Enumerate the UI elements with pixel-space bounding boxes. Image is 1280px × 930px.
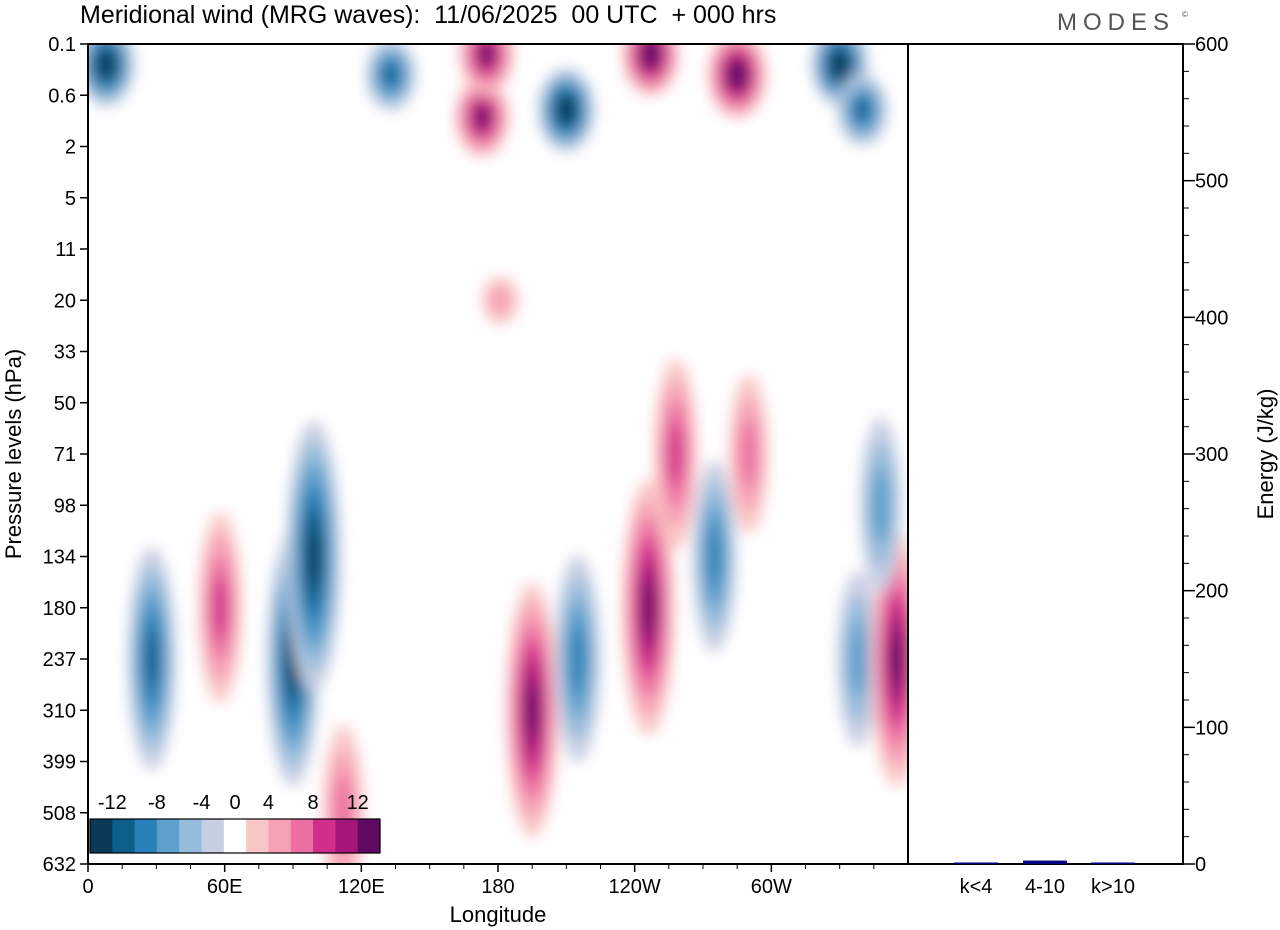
y-tick-label-98: 98: [54, 495, 76, 517]
colorbar-swatch-9: [290, 819, 314, 853]
y-tick-label-134: 134: [43, 547, 76, 569]
wind-anomaly-22-level-12: [890, 629, 903, 689]
energy-tick-label-600: 600: [1195, 34, 1228, 56]
wind-anomaly-11-level-14: [560, 101, 573, 119]
wind-anomaly-8-level-12: [480, 45, 493, 64]
y-tick-label-71: 71: [54, 444, 76, 466]
y-tick-label-310: 310: [43, 700, 76, 722]
wind-anomaly-20-level-10: [855, 100, 870, 120]
wind-anomaly-15-level-8: [668, 422, 683, 486]
y-tick-label-399: 399: [43, 752, 76, 774]
heatmap-area: [88, 44, 908, 864]
y-tick-label-20: 20: [54, 290, 76, 312]
wind-anomaly-6-level-10: [384, 64, 398, 85]
energy-category-label-4-10: 4-10: [1025, 876, 1065, 898]
wind-anomaly-19-level-14: [833, 56, 846, 73]
colorbar-swatch-5: [201, 819, 225, 853]
energy-tick-label-500: 500: [1195, 171, 1228, 193]
colorbar-swatch-8: [268, 819, 292, 853]
wind-anomaly-9-level-4: [489, 285, 512, 315]
colorbar-swatch-4: [179, 819, 203, 853]
energy-bar-k<4: [954, 862, 998, 864]
colorbar-label--4: -4: [193, 792, 211, 814]
colorbar-swatch-0: [90, 819, 113, 853]
wind-anomaly-1-level-10: [145, 628, 159, 690]
wind-anomaly-13-level-12: [642, 578, 655, 638]
wind-anomaly-16-level-14: [731, 65, 744, 84]
colorbar-swatch-3: [156, 819, 180, 853]
copyright-icon: ©: [1182, 10, 1188, 19]
chart-title: Meridional wind (MRG waves): 11/06/2025 …: [80, 1, 777, 29]
wind-anomaly-12-level-8: [570, 624, 586, 694]
energy-tick-label-300: 300: [1195, 444, 1228, 466]
y-tick-label-5: 5: [65, 188, 76, 210]
energy-bars: k<4 4-10 k>10: [954, 860, 1135, 898]
y-tick-label-508: 508: [43, 803, 76, 825]
colorbar-label--8: -8: [148, 792, 166, 814]
energy-tick-label-200: 200: [1195, 581, 1228, 603]
colorbar-swatch-11: [335, 819, 359, 853]
x-tick-label-180: 180: [481, 876, 514, 898]
colorbar-label-8: 8: [308, 792, 319, 814]
x-tick-label-120W: 120W: [609, 876, 661, 898]
heatmap-frame: [87, 43, 909, 865]
x-tick-label-60E: 60E: [207, 876, 243, 898]
wind-anomaly-18-level-6: [740, 419, 757, 489]
wind-anomaly-7-level-12: [475, 108, 489, 127]
y-tick-label-50: 50: [54, 393, 76, 415]
modes-logo: MODES: [1057, 9, 1176, 36]
plot-frame: [87, 43, 1184, 865]
wind-anomaly-14-level-14: [644, 45, 657, 63]
colorbar-frame: [89, 818, 381, 854]
y-tick-label-180: 180: [43, 598, 76, 620]
y-tick-label-33: 33: [54, 342, 76, 364]
energy-category-label-k<4: k<4: [960, 876, 993, 898]
x-tick-label-0: 0: [82, 876, 93, 898]
x-axis-title: Longitude: [450, 902, 547, 927]
colorbar-swatch-7: [246, 819, 269, 853]
energy-axis-title: Energy (J/kg): [1253, 389, 1278, 520]
energy-panel-frame: [907, 43, 1184, 865]
energy-category-label-k>10: k>10: [1091, 876, 1135, 898]
x-tick-label-120E: 120E: [338, 876, 385, 898]
wind-anomaly-23-level-6: [871, 467, 890, 543]
colorbar-swatch-10: [313, 819, 336, 853]
y-tick-label-632: 632: [43, 854, 76, 876]
wind-anomaly-4-level-12: [307, 525, 320, 588]
wind-anomaly-2-level-8: [212, 575, 228, 640]
colorbar-swatch-12: [357, 819, 381, 853]
energy-bar-k>10: [1091, 862, 1135, 864]
colorbar: -12 -8 -4 0 4 8 12: [89, 792, 381, 854]
y-tick-label-0.6: 0.6: [48, 85, 76, 107]
wind-anomaly-17-level-8: [707, 524, 722, 589]
colorbar-label-4: 4: [263, 792, 274, 814]
wind-anomaly-10-level-12: [526, 680, 539, 740]
colorbar-swatch-6: [223, 819, 247, 853]
wind-anomaly-0-level-14: [100, 56, 112, 73]
y-tick-label-2: 2: [65, 137, 76, 159]
energy-bar-4-10: [1023, 860, 1067, 864]
wind-anomaly-21-level-6: [849, 621, 867, 697]
colorbar-label-0: 0: [229, 792, 240, 814]
colorbar-label--12: -12: [98, 792, 127, 814]
colorbar-swatch-1: [112, 819, 136, 853]
y-axis-title: Pressure levels (hPa): [1, 349, 26, 559]
colorbar-label-12: 12: [347, 792, 369, 814]
axes: 0.1 0.6 2 5 11 20 33 50 71 98 134 180 237 310 399 508 63…: [1, 34, 1278, 927]
colorbar-swatch-2: [134, 819, 158, 853]
energy-tick-label-400: 400: [1195, 307, 1228, 329]
y-tick-label-237: 237: [43, 649, 76, 671]
x-tick-label-60W: 60W: [751, 876, 792, 898]
y-tick-label-0.1: 0.1: [48, 34, 76, 56]
energy-tick-label-100: 100: [1195, 717, 1228, 739]
y-tick-label-11: 11: [55, 239, 76, 261]
energy-tick-label-0: 0: [1195, 854, 1206, 876]
